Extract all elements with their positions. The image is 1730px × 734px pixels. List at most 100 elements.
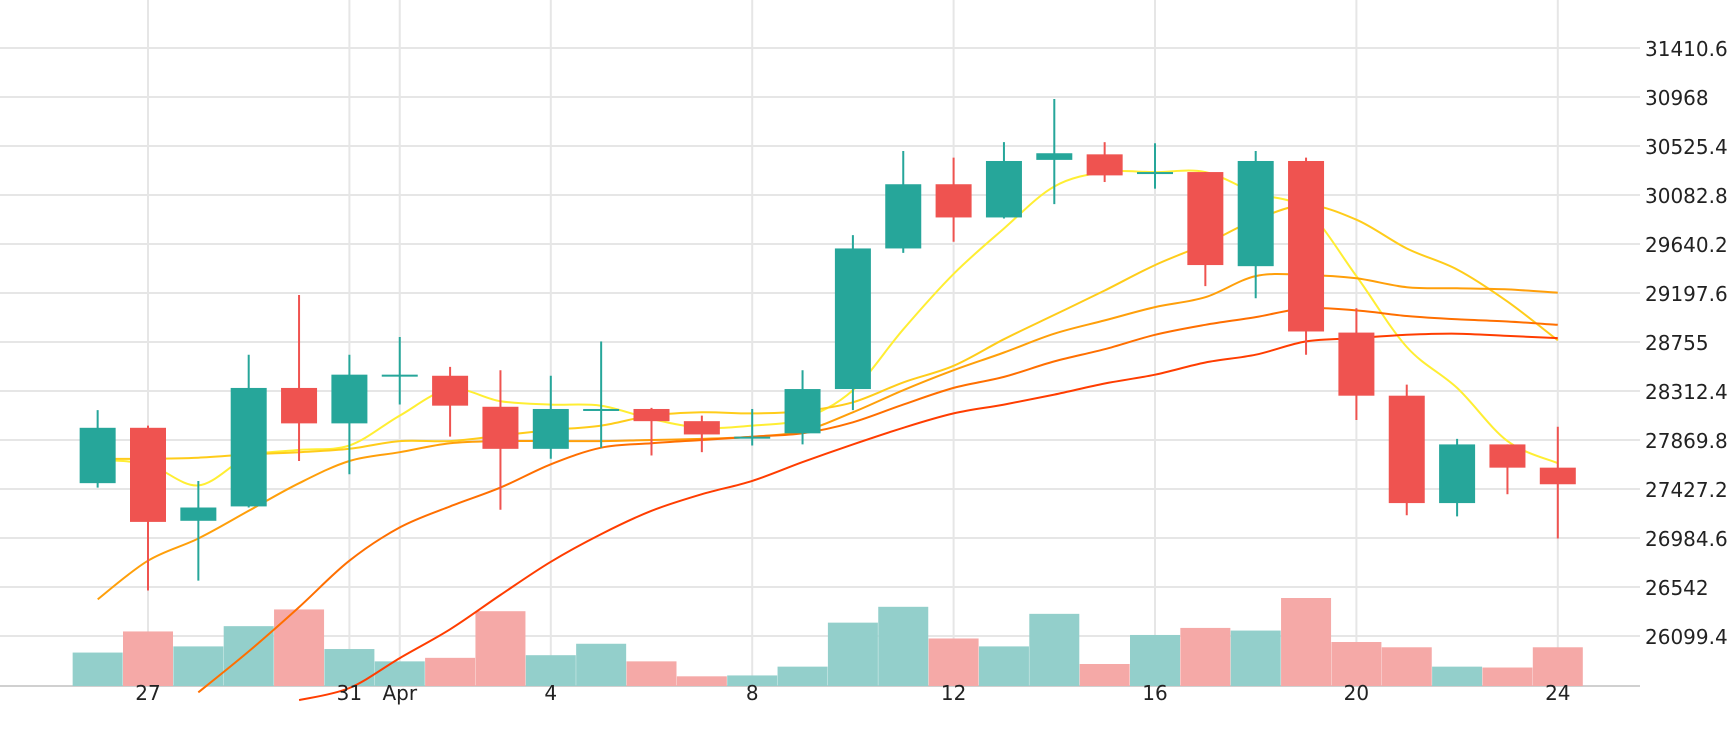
volume-bar (576, 643, 627, 686)
candle-up (230, 354, 267, 508)
candle-down (281, 294, 318, 462)
volume-bar (274, 609, 325, 686)
candle-up (1137, 143, 1173, 189)
y-tick-label: 28755 (1645, 331, 1709, 355)
x-tick-label: 4 (544, 681, 557, 705)
candle-body (1036, 153, 1073, 160)
candle-down (1288, 157, 1325, 355)
volume-bar (1432, 666, 1483, 686)
volume-bar (1381, 647, 1432, 686)
candle-body (130, 427, 166, 522)
candle-up (734, 408, 771, 446)
candle-body (1288, 160, 1325, 332)
candle-body (1489, 444, 1526, 468)
candle-up (331, 354, 368, 475)
candle-body (633, 408, 670, 422)
candle-body (985, 160, 1022, 218)
candle-body (532, 408, 569, 449)
candle-down (935, 157, 972, 242)
y-axis-labels: 31410.6 30968 30525.4 30082.8 29640.2 29197.6… (1645, 37, 1728, 649)
candle-body (1338, 332, 1375, 396)
candle-body (331, 374, 368, 424)
candle-body (1187, 172, 1224, 266)
x-tick-label: 20 (1344, 681, 1369, 705)
volume-bar (123, 631, 173, 686)
volume-bar (626, 661, 677, 686)
candle-down (482, 370, 519, 510)
candle-body (734, 436, 771, 439)
candle-up (985, 142, 1022, 219)
volume-bar (1079, 664, 1130, 686)
candle-body (885, 184, 922, 249)
x-tick-label: 27 (135, 681, 160, 705)
candle-up (1237, 151, 1274, 299)
candle-up (885, 151, 922, 253)
volume-bar (777, 666, 828, 686)
volume-bar (1331, 642, 1382, 686)
volume-bar (72, 652, 123, 686)
volume-bar (727, 675, 778, 686)
y-tick-label: 30525.4 (1645, 135, 1728, 159)
candle-down (1187, 172, 1224, 287)
x-axis-labels: 27 31 Apr 4 8 12 16 20 24 (135, 681, 1570, 705)
volume-bar (1532, 647, 1583, 686)
volume-bar (425, 657, 476, 686)
candle-up (784, 370, 821, 445)
candle-body (230, 387, 267, 507)
volume-bar (173, 646, 224, 686)
y-tick-label: 30082.8 (1645, 184, 1728, 208)
candle-body (1439, 444, 1476, 504)
x-tick-label: Apr (382, 681, 417, 705)
candle-body (1086, 154, 1123, 176)
candle-up (1036, 98, 1073, 205)
candle-up (834, 235, 871, 411)
candle-body (583, 408, 620, 411)
candle-up (583, 341, 620, 448)
x-tick-label: 16 (1142, 681, 1167, 705)
volume-bar (827, 622, 878, 686)
candle-down (1338, 308, 1375, 421)
candle-body (381, 374, 418, 377)
volume-bar (475, 611, 526, 686)
candle-body (79, 427, 116, 484)
volume-bar (1482, 667, 1533, 686)
y-tick-label: 26984.6 (1645, 527, 1728, 551)
y-tick-label: 26099.4 (1645, 625, 1728, 649)
y-tick-label: 30968 (1645, 86, 1709, 110)
candle-body (1137, 172, 1173, 175)
candle-body (1237, 160, 1274, 267)
x-tick-label: 8 (746, 681, 759, 705)
candle-body (834, 248, 871, 390)
candle-down (683, 415, 720, 453)
y-tick-label: 28312.4 (1645, 380, 1728, 404)
grid-lines (0, 0, 1640, 687)
candles (79, 98, 1576, 591)
candle-body (180, 507, 217, 521)
moving-average-line (97, 273, 1558, 601)
candle-up (180, 480, 217, 581)
candle-up (79, 410, 116, 488)
candle-down (1388, 384, 1425, 516)
volume-bar (1281, 598, 1332, 686)
moving-average-line (97, 169, 1559, 487)
volume-bar (878, 606, 929, 686)
y-tick-label: 31410.6 (1645, 37, 1728, 61)
y-tick-label: 27427.2 (1645, 478, 1728, 502)
candle-body (784, 389, 821, 434)
volume-bar (978, 646, 1029, 686)
candle-body (1388, 395, 1425, 504)
candle-up (381, 337, 418, 405)
candle-down (432, 366, 469, 437)
y-tick-label: 29197.6 (1645, 282, 1728, 306)
candle-down (633, 407, 670, 456)
volume-bar (1130, 634, 1180, 686)
candle-down (1539, 426, 1576, 539)
volume-bar (928, 638, 979, 686)
candle-body (432, 375, 469, 406)
volume-bar (374, 661, 425, 686)
candle-body (935, 184, 972, 218)
candle-body (482, 406, 519, 449)
volume-bar (676, 676, 727, 686)
